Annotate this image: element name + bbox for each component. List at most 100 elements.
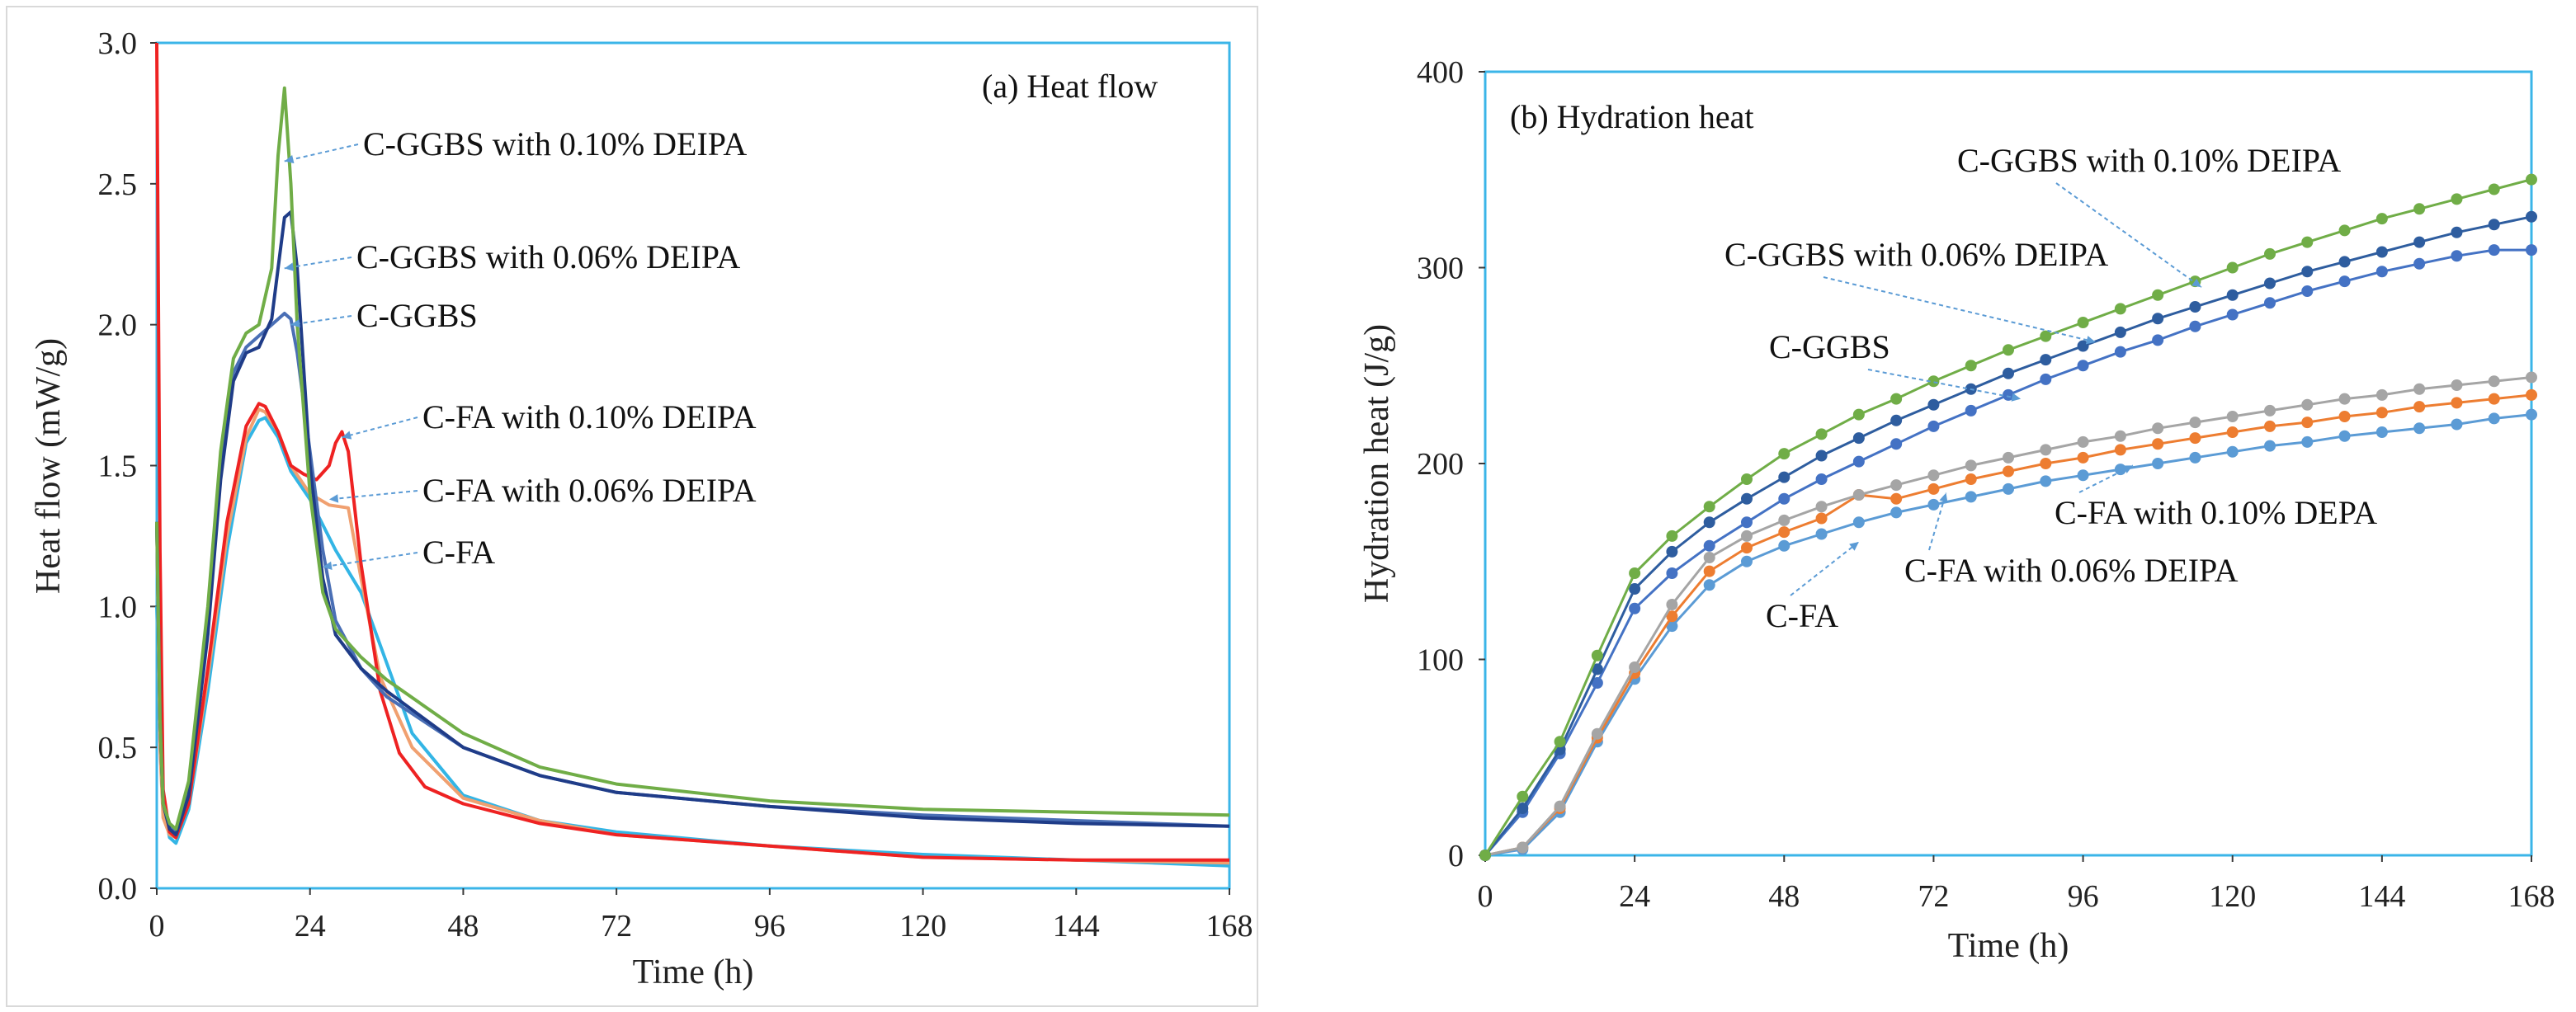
data-point-c-ggbs: [2226, 308, 2239, 321]
series-line-c-fa-with-0-10-deipa: [155, 42, 1229, 862]
annotation-label: C-GGBS with 0.06% DEIPA: [356, 238, 740, 275]
data-point-c-ggbs: [1778, 492, 1790, 505]
data-point-c-ggbs-with-0-06-deipa: [1927, 398, 1940, 411]
data-point-c-fa: [2226, 445, 2239, 458]
data-point-c-ggbs-with-0-10-deipa: [2226, 261, 2239, 274]
data-point-c-fa: [1965, 491, 1977, 503]
x-tick-label: 144: [2358, 879, 2405, 914]
panel-b-series: [1479, 173, 2537, 861]
y-tick-label: 300: [1417, 252, 1464, 286]
panel-b-plot-area: [1484, 70, 2533, 857]
data-point-c-fa-with-0-10-deipa: [1778, 514, 1790, 526]
data-point-c-ggbs-with-0-06-deipa: [2189, 301, 2201, 313]
annotation-label: C-GGBS with 0.10% DEIPA: [1957, 142, 2341, 179]
data-point-c-fa: [1703, 579, 1715, 591]
data-point-c-fa-with-0-06-deipa: [1703, 565, 1715, 577]
data-point-c-ggbs: [2264, 297, 2276, 309]
annotation-label: C-FA: [422, 534, 495, 571]
x-tick-label: 168: [1206, 909, 1253, 944]
data-point-c-ggbs: [1815, 473, 1828, 485]
data-point-c-ggbs: [2189, 320, 2201, 332]
data-point-c-fa-with-0-10-deipa: [1703, 552, 1715, 563]
x-tick-label: 168: [2508, 879, 2555, 914]
panel-b-x-label: Time (h): [1948, 927, 2069, 965]
data-point-c-ggbs-with-0-10-deipa: [1703, 501, 1715, 513]
x-tick-label: 120: [2209, 879, 2256, 914]
panel-b-annotations: C-GGBS with 0.10% DEIPA C-GGBS with 0.06%…: [1724, 142, 2377, 634]
data-point-c-ggbs: [2526, 244, 2537, 257]
data-point-c-fa: [1852, 516, 1865, 529]
data-point-c-ggbs: [2451, 250, 2463, 262]
y-tick-label: 200: [1417, 447, 1464, 482]
panel-b-y-label: Hydration heat (J/g): [1358, 324, 1396, 603]
annotation-arrowhead: [284, 262, 295, 271]
data-point-c-ggbs: [2152, 334, 2164, 346]
annotation-label: C-FA with 0.10% DEPA: [2055, 494, 2377, 531]
panel-a-x-ticks: 0 24 48 72 96 120 144 168: [149, 888, 1253, 944]
data-point-c-fa-with-0-06-deipa: [2114, 444, 2126, 456]
panel-a-y-ticks: 0.0 0.5 1.0 1.5 2.0 2.5 3.0: [98, 26, 157, 906]
annotation-label: C-FA: [1766, 597, 1838, 634]
data-point-c-fa-with-0-10-deipa: [2226, 411, 2239, 422]
data-point-c-fa: [1927, 498, 1940, 511]
data-point-c-fa: [2375, 426, 2388, 438]
panel-a: (a) Heat flow 0.0 0.5 1.0 1.5 2.0 2.5 3.0 0 24 4…: [6, 6, 1258, 1007]
data-point-c-fa-with-0-10-deipa: [1965, 459, 1977, 472]
annotation-label: C-GGBS with 0.10% DEIPA: [363, 125, 747, 162]
series-line-c-fa: [155, 416, 1230, 868]
annotation-arrowhead: [1849, 542, 1859, 551]
data-point-c-ggbs-with-0-06-deipa: [2077, 340, 2089, 352]
annotation-arrow: [342, 417, 418, 439]
annotation-arrowhead: [2085, 336, 2096, 345]
data-point-c-ggbs-with-0-10-deipa: [1479, 850, 1491, 861]
data-point-c-ggbs: [2375, 266, 2388, 278]
data-point-c-ggbs-with-0-10-deipa: [2301, 236, 2314, 248]
data-point-c-fa: [2338, 430, 2351, 442]
data-point-c-fa: [2152, 458, 2164, 469]
x-tick-label: 72: [1918, 879, 1949, 914]
data-point-c-ggbs-with-0-06-deipa: [1666, 545, 1678, 558]
data-point-c-fa-with-0-10-deipa: [1741, 530, 1753, 542]
data-point-c-ggbs: [2040, 373, 2052, 385]
data-point-c-fa-with-0-06-deipa: [2003, 465, 2014, 478]
data-point-c-fa: [2488, 412, 2500, 425]
y-tick-label: 100: [1417, 643, 1464, 678]
data-point-c-ggbs: [1965, 404, 1977, 417]
data-point-c-ggbs: [2338, 275, 2351, 288]
data-point-c-fa-with-0-10-deipa: [2003, 451, 2014, 464]
data-point-c-ggbs-with-0-06-deipa: [2264, 277, 2276, 289]
data-point-c-fa-with-0-06-deipa: [2264, 420, 2276, 432]
data-point-c-ggbs: [2114, 346, 2126, 358]
annotation-arrow: [290, 315, 352, 326]
data-point-c-fa-with-0-10-deipa: [1852, 489, 1865, 501]
data-point-c-ggbs-with-0-10-deipa: [1666, 530, 1678, 542]
data-point-c-fa-with-0-10-deipa: [2338, 393, 2351, 405]
data-point-c-fa-with-0-10-deipa: [2413, 383, 2426, 395]
data-point-c-ggbs-with-0-06-deipa: [2301, 266, 2314, 278]
annotation-arrowhead: [284, 154, 295, 164]
data-point-c-fa-with-0-06-deipa: [2189, 432, 2201, 445]
data-point-c-ggbs-with-0-10-deipa: [1517, 790, 1529, 803]
data-point-c-fa-with-0-06-deipa: [2152, 438, 2164, 450]
data-point-c-ggbs-with-0-10-deipa: [2077, 317, 2089, 328]
data-point-c-ggbs-with-0-10-deipa: [2413, 203, 2426, 215]
data-point-c-fa: [2077, 469, 2089, 482]
data-point-c-ggbs-with-0-06-deipa: [1741, 492, 1753, 505]
data-point-c-ggbs: [2077, 360, 2089, 372]
data-point-c-ggbs-with-0-10-deipa: [2375, 213, 2388, 225]
data-point-c-ggbs-with-0-06-deipa: [1517, 803, 1529, 814]
data-point-c-ggbs-with-0-10-deipa: [1890, 393, 1903, 405]
x-tick-label: 0: [1478, 879, 1493, 914]
data-point-c-ggbs-with-0-10-deipa: [1778, 448, 1790, 460]
data-point-c-fa: [2451, 418, 2463, 431]
data-point-c-ggbs-with-0-06-deipa: [2526, 210, 2537, 223]
data-point-c-fa-with-0-10-deipa: [1815, 501, 1828, 513]
annotation-arrowhead: [2191, 278, 2201, 288]
y-tick-label: 3.0: [98, 26, 138, 61]
annotation-arrow: [2055, 182, 2202, 289]
data-point-c-fa-with-0-06-deipa: [2301, 417, 2314, 429]
data-point-c-fa: [2040, 475, 2052, 487]
y-tick-label: 0: [1448, 839, 1464, 873]
data-point-c-fa-with-0-10-deipa: [2189, 417, 2201, 429]
data-point-c-ggbs-with-0-06-deipa: [2413, 236, 2426, 248]
